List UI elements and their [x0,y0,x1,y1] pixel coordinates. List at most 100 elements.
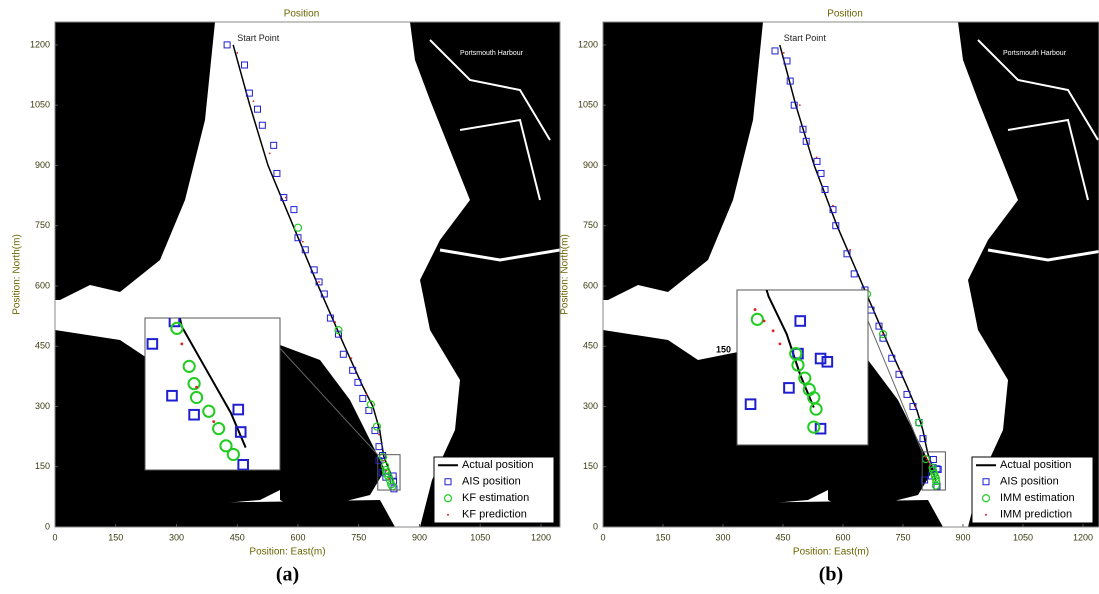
ais-point [274,170,280,176]
legend-label: Actual position [462,459,534,471]
annotation: Portsmouth Harbour [460,50,524,57]
y-tick-label: 0 [593,521,598,531]
ais-point [340,351,346,357]
ais-point [242,62,248,68]
y-tick-label: 1200 [578,39,598,49]
legend-label: AIS position [1000,476,1059,488]
legend-label: Actual position [1000,459,1072,471]
prediction-point [754,308,757,311]
x-tick-label: 900 [955,532,970,542]
x-tick-label: 450 [775,532,790,542]
y-tick-label: 300 [583,401,598,411]
y-tick-label: 1050 [30,100,50,110]
prediction-point [899,369,901,371]
x-tick-label: 0 [600,532,605,542]
annotation: Start Point [237,33,280,43]
annotation: Start Point [784,33,827,43]
panel-label: (b) [819,564,843,586]
x-tick-label: 150 [655,532,670,542]
prediction-point [772,329,775,332]
legend-label: AIS position [462,476,521,488]
prediction-point [269,152,271,154]
prediction-point [914,406,916,408]
prediction-point [212,420,215,423]
prediction-point [928,461,930,463]
y-tick-label: 450 [583,341,598,351]
prediction-point [236,52,238,54]
y-tick-label: 0 [45,521,50,531]
prediction-point [351,357,353,359]
prediction-point [799,104,801,106]
x-tick-label: 300 [169,532,184,542]
chart-title: Position [827,9,863,20]
x-tick-label: 750 [351,532,366,542]
legend-label: IMM estimation [1000,492,1075,504]
ais-point [818,170,824,176]
x-tick-label: 150 [108,532,123,542]
x-tick-label: 600 [835,532,850,542]
legend-label: KF prediction [462,509,527,521]
prediction-point [926,459,928,461]
prediction-point [882,333,884,335]
x-tick-label: 300 [715,532,730,542]
map [55,22,560,527]
y-tick-label: 600 [583,280,598,290]
prediction-point [253,100,255,102]
x-axis-label: Position: East(m) [249,547,325,558]
prediction-point [388,478,390,480]
legend-label: IMM prediction [1000,509,1072,521]
y-tick-label: 1200 [30,39,50,49]
legend-label: KF estimation [462,492,529,504]
y-tick-label: 750 [583,220,598,230]
ais-point [814,158,820,164]
x-tick-label: 900 [412,532,427,542]
x-axis-label: Position: East(m) [793,547,869,558]
prediction-point [929,464,931,466]
ais-point [271,142,277,148]
y-tick-label: 150 [583,461,598,471]
x-tick-label: 1200 [1073,532,1093,542]
x-tick-label: 1050 [1013,532,1033,542]
prediction-point [849,249,851,251]
prediction-point [366,394,368,396]
prediction-point [779,342,782,345]
y-tick-label: 600 [35,280,50,290]
ais-point [737,231,747,241]
prediction-point [383,460,385,462]
prediction-point [318,281,320,283]
legend-dot [985,514,987,516]
inset-tick-label: 150 [716,345,731,355]
figure: Position Position: East(m) Position: North… [0,0,1099,589]
prediction-point [832,205,834,207]
y-tick-label: 450 [35,341,50,351]
ais-point [291,207,297,213]
annotation: Portsmouth Harbour [1003,50,1067,57]
prediction-point [763,320,766,323]
prediction-point [195,386,198,389]
prediction-point [180,343,183,346]
ais-point [259,122,265,128]
prediction-point [783,52,785,54]
y-axis-label: Position: North(m) [560,234,571,315]
y-tick-label: 150 [35,461,50,471]
ais-point [360,395,366,401]
x-tick-label: 450 [230,532,245,542]
x-tick-label: 1050 [470,532,490,542]
ais-point [224,42,230,48]
y-tick-label: 900 [583,160,598,170]
estimate-point [294,224,301,231]
y-tick-label: 300 [35,401,50,411]
ais-point [148,279,158,289]
x-tick-label: 750 [895,532,910,542]
x-tick-label: 600 [290,532,305,542]
y-tick-label: 750 [35,220,50,230]
y-axis-label: Position: North(m) [12,234,23,315]
panel-label: (a) [276,564,299,586]
ais-point [772,48,778,54]
chart-title: Position [284,9,320,20]
prediction-point [385,470,387,472]
prediction-point [285,197,287,199]
ais-point [254,106,260,112]
prediction-point [816,156,818,158]
y-tick-label: 1050 [578,100,598,110]
